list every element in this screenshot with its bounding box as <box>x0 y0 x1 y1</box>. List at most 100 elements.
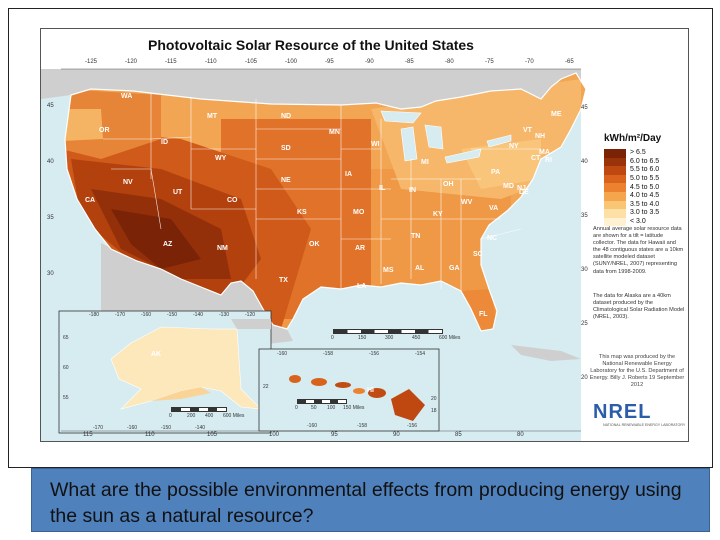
longitude-label-top: -105 <box>245 59 258 65</box>
state-label-in: IN <box>409 187 416 194</box>
state-label-oh: OH <box>443 181 454 188</box>
latitude-label-right: 45 <box>581 105 588 111</box>
alaska-latitude-label: 60 <box>63 365 69 371</box>
legend-swatch <box>604 166 626 175</box>
alaska-longitude-label: -140 <box>193 312 204 318</box>
hawaii-latitude-label: 18 <box>431 408 437 414</box>
state-label-nc: NC <box>487 235 498 242</box>
legend-swatch <box>604 200 626 210</box>
alaska-longitude-label-bottom: -160 <box>127 425 138 431</box>
state-label-nj: NJ <box>517 185 526 192</box>
map-graphic <box>41 29 688 441</box>
state-label-ar: AR <box>355 245 366 252</box>
alaska-longitude-label-bottom: -170 <box>93 425 104 431</box>
legend-swatch <box>604 157 626 167</box>
legend-swatch <box>604 149 626 158</box>
state-label-la: LA <box>357 283 367 290</box>
legend-item: 4.0 to 4.5 <box>604 191 659 201</box>
alaska-longitude-label-bottom: -140 <box>195 425 206 431</box>
longitude-label-top: -80 <box>445 59 454 65</box>
state-label-ga: GA <box>449 265 460 272</box>
state-label-nm: NM <box>217 245 228 252</box>
legend-item: 5.0 to 5.5 <box>604 174 660 184</box>
hawaii-longitude-label: -158 <box>323 351 334 357</box>
alaska-longitude-label-bottom: -150 <box>161 425 172 431</box>
longitude-label-top: -90 <box>365 59 374 65</box>
state-label-fl: FL <box>479 311 488 318</box>
state-label-ks: KS <box>297 209 307 216</box>
state-label-ak: AK <box>151 351 162 358</box>
hawaii-scale-bar-label: 150 Miles <box>343 405 365 411</box>
alaska-scale-bar-label: 600 Miles <box>223 413 245 419</box>
legend-label: 5.0 to 5.5 <box>630 175 660 183</box>
legend: > 6.5 6.0 to 6.5 5.5 to 6.0 5.0 to 5.5 4.5 t… <box>604 149 660 227</box>
longitude-label-top: -65 <box>565 59 574 65</box>
latitude-label-right: 30 <box>581 267 588 273</box>
state-label-az: AZ <box>163 241 173 248</box>
legend-item: > 6.5 <box>604 149 659 158</box>
alaska-scale-bar-label: 200 <box>187 413 196 419</box>
longitude-label-bottom: 105 <box>207 432 218 438</box>
latitude-label-right: 40 <box>581 159 588 165</box>
longitude-label-bottom: 110 <box>145 432 155 438</box>
hawaii-longitude-label-bottom: -158 <box>357 423 368 429</box>
contiguous-scale-bar-label: 600 Miles <box>439 335 461 341</box>
latitude-label-left: 30 <box>47 271 54 277</box>
alaska-longitude-label: -130 <box>219 312 230 318</box>
longitude-label-top: -100 <box>285 59 298 65</box>
legend-item: 4.5 to 5.0 <box>604 183 659 192</box>
legend-item: 5.5 to 6.0 <box>604 166 659 175</box>
legend-swatch <box>604 183 626 192</box>
legend-item: 6.0 to 6.5 <box>604 157 660 167</box>
longitude-label-top: -115 <box>165 59 177 65</box>
latitude-label-left: 45 <box>47 103 54 109</box>
hawaii-longitude-label-bottom: -156 <box>407 423 418 429</box>
legend-swatch <box>604 191 626 201</box>
state-label-wy: WY <box>215 155 227 162</box>
longitude-label-top: -70 <box>525 59 534 65</box>
legend-label: 6.0 to 6.5 <box>630 157 660 165</box>
state-label-id: ID <box>161 139 168 146</box>
longitude-label-bottom: 90 <box>393 432 400 438</box>
contiguous-data-note: Annual average solar resource data are s… <box>593 226 684 275</box>
alaska-latitude-label: 65 <box>63 335 69 341</box>
state-label-va: VA <box>489 205 499 212</box>
state-label-al: AL <box>415 265 425 272</box>
hawaii-scale-bar-label: 0 <box>295 405 298 411</box>
legend-label: 3.5 to 4.0 <box>630 200 660 208</box>
longitude-label-bottom: 95 <box>331 432 338 438</box>
nrel-logo: NREL <box>593 401 652 423</box>
hawaii-longitude-label: -154 <box>415 351 426 357</box>
alaska-scale-bar <box>171 407 227 412</box>
legend-item: < 3.0 <box>604 217 659 227</box>
state-label-wa: WA <box>121 93 133 100</box>
question-caption-text: What are the possible environmental effe… <box>50 479 682 527</box>
legend-swatch <box>604 174 626 184</box>
legend-label: 3.0 to 3.5 <box>630 209 660 217</box>
longitude-label-top: -95 <box>325 59 334 65</box>
state-label-ct: CT <box>531 155 541 162</box>
contiguous-scale-bar <box>333 329 443 334</box>
longitude-label-top: -125 <box>85 59 98 65</box>
hawaii-latitude-label: 22 <box>263 384 269 390</box>
alaska-longitude-label: -120 <box>245 312 256 318</box>
hawaii-latitude-label: 20 <box>431 396 437 402</box>
longitude-label-top: -120 <box>125 59 138 65</box>
longitude-label-bottom: 80 <box>517 432 524 438</box>
state-label-ut: UT <box>173 189 183 196</box>
state-label-ri: RI <box>545 157 552 164</box>
state-label-ok: OK <box>309 241 320 248</box>
hawaii-longitude-label: -156 <box>369 351 380 357</box>
contiguous-scale-bar-label: 0 <box>331 335 334 341</box>
latitude-label-left: 35 <box>47 215 54 221</box>
alaska-longitude-label: -150 <box>167 312 178 318</box>
hawaii-longitude-label: -160 <box>277 351 288 357</box>
state-label-ia: IA <box>345 171 352 178</box>
state-label-sd: SD <box>281 145 291 152</box>
state-label-nd: ND <box>281 113 292 120</box>
alaska-scale-bar-label: 400 <box>205 413 214 419</box>
state-label-sc: SC <box>473 251 483 258</box>
solar-resource-map: Photovoltaic Solar Resource of the Unite… <box>40 28 689 442</box>
state-label-ca: CA <box>85 197 96 204</box>
state-label-ky: KY <box>433 211 443 218</box>
